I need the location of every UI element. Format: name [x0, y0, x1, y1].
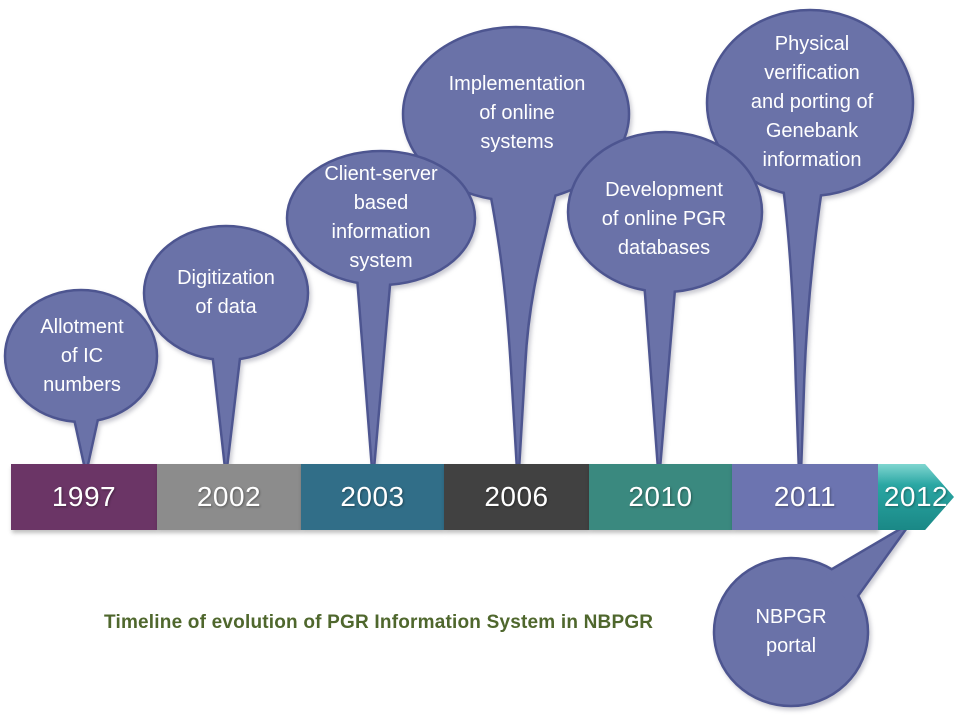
balloon-client-server-label: Client-server based information system	[324, 163, 438, 272]
balloon-client-server-tail	[353, 245, 395, 467]
timeline-segment-2002: 2002	[157, 464, 301, 530]
year-label-2010: 2010	[628, 481, 693, 512]
year-label-2006: 2006	[484, 481, 549, 512]
balloon-genebank-tail-fill	[780, 155, 826, 466]
balloon-portal-tail-fill	[826, 527, 906, 605]
balloon-implementation-tail	[483, 167, 564, 467]
balloon-portal-label: NBPGR portal	[755, 606, 827, 657]
timeline-bar: 1997 2002 2003 2006 2010 2011 2012	[0, 464, 960, 530]
timeline-segment-1997: 1997	[11, 464, 157, 530]
balloon-databases-tail-fill	[643, 250, 677, 466]
balloon-portal-tail	[822, 524, 909, 610]
slide-caption: Timeline of evolution of PGR Information…	[104, 612, 654, 633]
timeline-segment-2012-arrow: 2012	[878, 464, 954, 530]
year-label-1997: 1997	[51, 481, 117, 512]
balloon-digitization-tail	[207, 319, 246, 467]
balloon-genebank-tail	[777, 152, 829, 467]
balloon-client-server-tail-fill	[356, 248, 392, 466]
year-label-2002: 2002	[196, 481, 262, 512]
year-label-2012: 2012	[883, 481, 949, 512]
year-label-2011: 2011	[773, 481, 837, 512]
balloon-databases-label: Development of online PGR databases	[601, 179, 727, 259]
balloon-implementation-label: Implementation of online systems	[448, 73, 586, 153]
timeline-segment-2006: 2006	[444, 464, 589, 530]
timeline-segment-2011: 2011	[732, 464, 878, 530]
balloon-databases-tail	[640, 247, 680, 467]
balloon-implementation-tail-fill	[487, 170, 560, 466]
balloon-genebank-label: Physical verification and porting of Gen…	[750, 33, 874, 171]
year-label-2003: 2003	[340, 481, 405, 512]
timeline-segment-2003: 2003	[301, 464, 444, 530]
balloon-digitization-tail-fill	[210, 322, 243, 466]
timeline-segment-2010: 2010	[589, 464, 732, 530]
balloon-allotment-label: Allotment of IC numbers	[40, 316, 124, 396]
balloon-digitization-label: Digitization of data	[177, 267, 275, 318]
